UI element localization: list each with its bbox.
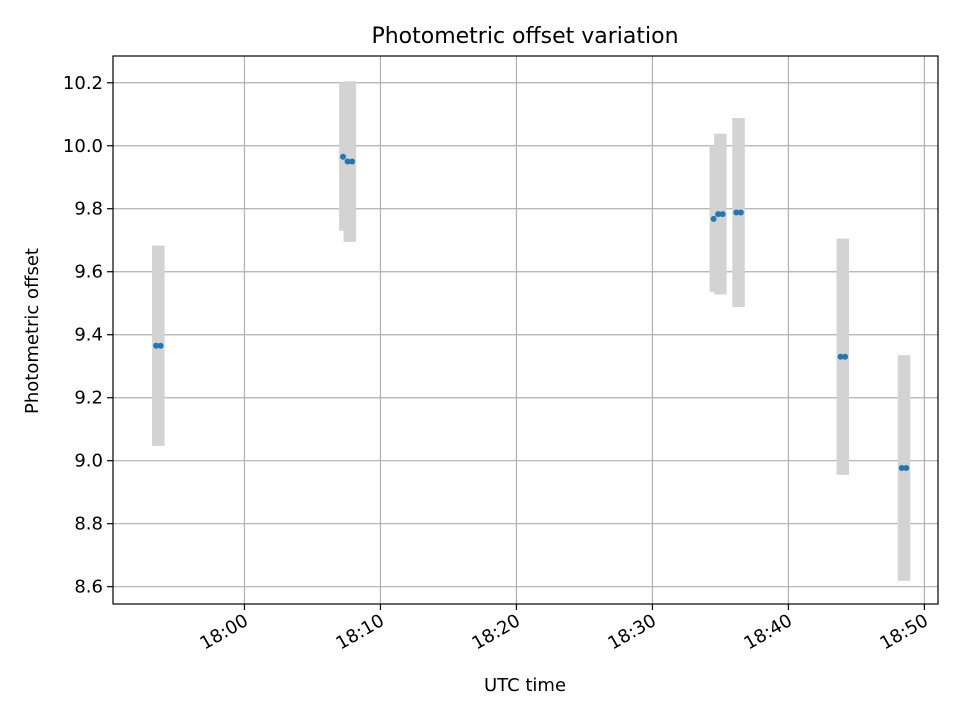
y-axis-label: Photometric offset bbox=[22, 248, 43, 414]
data-point bbox=[737, 209, 744, 216]
y-tick-label: 8.6 bbox=[74, 577, 103, 598]
x-tick-label: 18:10 bbox=[333, 610, 388, 654]
x-tick-label: 18:40 bbox=[740, 610, 795, 654]
data-point bbox=[340, 153, 347, 160]
data-point bbox=[710, 215, 717, 222]
y-tick-label: 8.8 bbox=[74, 514, 103, 535]
y-tick-label: 10.2 bbox=[63, 73, 103, 94]
data-points bbox=[153, 153, 910, 471]
y-tick-label: 10.0 bbox=[63, 136, 103, 157]
data-point bbox=[842, 353, 849, 360]
y-tick-label: 9.6 bbox=[74, 262, 103, 283]
y-tick-label: 9.2 bbox=[74, 388, 103, 409]
y-tick-label: 9.0 bbox=[74, 451, 103, 472]
chart-title: Photometric offset variation bbox=[371, 24, 678, 49]
data-point bbox=[898, 464, 905, 471]
y-tick-label: 9.8 bbox=[74, 199, 103, 220]
plot-frame bbox=[112, 55, 939, 605]
error-bars bbox=[152, 81, 911, 581]
data-point bbox=[837, 353, 844, 360]
data-point bbox=[344, 158, 351, 165]
data-point bbox=[903, 464, 910, 471]
axis-ticks: 18:00 18:10 18:20 18:30 18:40 18:50 8.6 8.8 9.0 9… bbox=[63, 73, 932, 654]
y-tick-label: 9.4 bbox=[74, 325, 103, 346]
data-point bbox=[715, 211, 722, 218]
data-point bbox=[349, 158, 356, 165]
data-point bbox=[153, 342, 160, 349]
data-point bbox=[719, 211, 726, 218]
data-point bbox=[157, 342, 164, 349]
x-tick-label: 18:50 bbox=[876, 610, 931, 654]
x-tick-label: 18:30 bbox=[604, 610, 659, 654]
x-axis-label: UTC time bbox=[484, 675, 566, 696]
data-point bbox=[733, 209, 740, 216]
x-tick-label: 18:20 bbox=[469, 610, 524, 654]
x-tick-label: 18:00 bbox=[197, 610, 252, 654]
grid-lines bbox=[113, 56, 938, 604]
